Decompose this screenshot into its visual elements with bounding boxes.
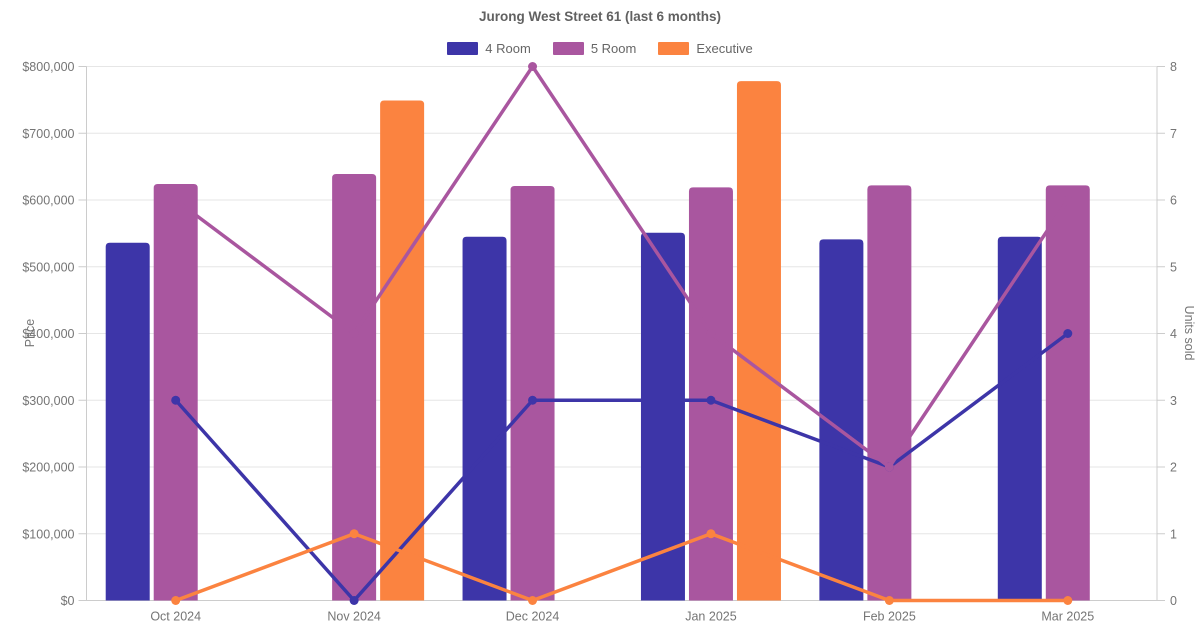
x-tick-label-oct-2024: Oct 2024 (150, 610, 201, 624)
legend-item-5-room[interactable]: 5 Room (552, 41, 637, 56)
point-5-room-oct-2024[interactable] (171, 195, 181, 205)
y-left-tick-label: $400,000 (22, 327, 74, 341)
legend-label-4-room: 4 Room (485, 41, 531, 56)
legend-label-5-room: 5 Room (590, 41, 637, 56)
legend-item-4-room[interactable]: 4 Room (447, 41, 531, 56)
bar-5-room-nov-2024[interactable] (332, 173, 377, 601)
point-4-room-nov-2024[interactable] (349, 596, 359, 605)
y-right-tick-label: 4 (1170, 327, 1177, 341)
bar-4-room-dec-2024[interactable] (462, 236, 507, 601)
point-4-room-oct-2024[interactable] (171, 395, 181, 405)
chart-title: Jurong West Street 61 (last 6 months) (478, 9, 722, 24)
x-tick-label-mar-2025: Mar 2025 (1041, 610, 1094, 624)
y-left-tick-label: $200,000 (22, 461, 74, 475)
y-left-tick-label: $300,000 (22, 394, 74, 408)
point-5-room-feb-2025[interactable] (884, 462, 894, 472)
point-4-room-jan-2025[interactable] (706, 395, 716, 405)
y-left-tick-label: $0 (61, 594, 75, 608)
y-left-tick-label: $700,000 (22, 127, 74, 141)
point-5-room-mar-2025[interactable] (1063, 195, 1073, 205)
legend-swatch-4-room (447, 42, 479, 55)
legend-swatch-executive (658, 42, 690, 55)
bar-4-room-mar-2025[interactable] (997, 236, 1042, 601)
y-left-tick-label: $600,000 (22, 194, 74, 208)
line-4-room (173, 331, 1070, 603)
legend-item-executive[interactable]: Executive (658, 41, 753, 56)
point-executive-dec-2024[interactable] (528, 596, 538, 605)
y-right-tick-label: 2 (1170, 461, 1177, 475)
y-right-tick-label: 1 (1170, 527, 1177, 541)
bar-5-room-mar-2025[interactable] (1045, 185, 1090, 601)
point-5-room-jan-2025[interactable] (706, 329, 716, 338)
y-right-tick-label: 8 (1170, 60, 1177, 74)
y-left-tick-label: $100,000 (22, 527, 74, 541)
point-executive-feb-2025[interactable] (884, 596, 894, 605)
x-tick-label-feb-2025: Feb 2025 (863, 610, 916, 624)
bar-5-room-dec-2024[interactable] (510, 185, 555, 601)
legend-label-executive: Executive (696, 41, 753, 56)
y-right-tick-label: 0 (1170, 594, 1177, 608)
point-4-room-mar-2025[interactable] (1063, 329, 1073, 338)
point-5-room-nov-2024[interactable] (349, 329, 359, 338)
y-right-tick-label: 6 (1170, 194, 1177, 208)
point-executive-oct-2024[interactable] (171, 596, 181, 605)
x-tick-label-nov-2024: Nov 2024 (327, 610, 381, 624)
line-5-room (173, 64, 1070, 469)
bar-4-room-feb-2025[interactable] (819, 239, 864, 601)
point-executive-mar-2025[interactable] (1063, 596, 1073, 605)
bar-5-room-oct-2024[interactable] (153, 183, 198, 601)
y-right-tick-label: 5 (1170, 260, 1177, 274)
point-executive-jan-2025[interactable] (706, 529, 716, 539)
point-4-room-dec-2024[interactable] (528, 395, 538, 405)
bar-4-room-oct-2024[interactable] (105, 242, 150, 601)
line-executive (173, 532, 1070, 603)
chart-legend: 4 Room 5 Room Executive (0, 41, 1200, 56)
legend-swatch-5-room (552, 42, 584, 55)
y-right-tick-label: 3 (1170, 394, 1177, 408)
y-left-tick-label: $800,000 (22, 60, 74, 74)
y-right-tick-label: 7 (1170, 127, 1177, 141)
point-executive-nov-2024[interactable] (349, 529, 359, 539)
point-5-room-dec-2024[interactable] (528, 62, 538, 71)
y-left-tick-label: $500,000 (22, 260, 74, 274)
bar-4-room-jan-2025[interactable] (640, 232, 685, 601)
bar-5-room-feb-2025[interactable] (867, 185, 912, 601)
bar-executive-jan-2025[interactable] (736, 81, 781, 601)
x-tick-label-dec-2024: Dec 2024 (506, 610, 560, 624)
x-tick-label-jan-2025: Jan 2025 (685, 610, 736, 624)
bar-executive-nov-2024[interactable] (380, 100, 425, 601)
bar-5-room-jan-2025[interactable] (688, 187, 733, 601)
